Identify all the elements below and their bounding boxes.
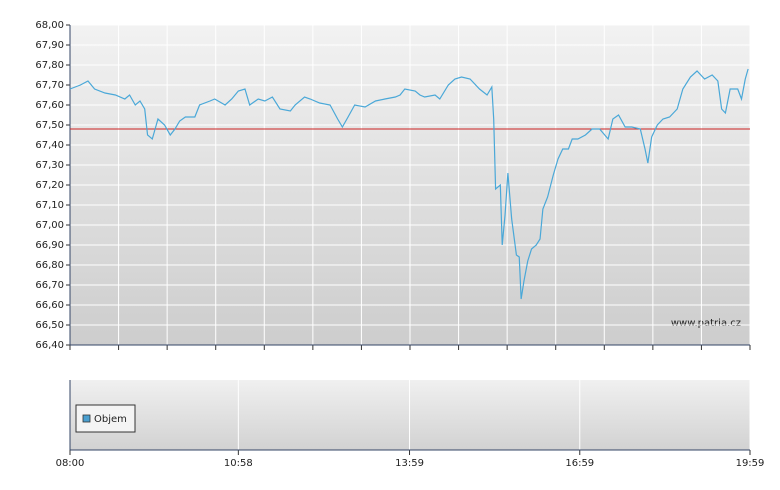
y-tick-label: 67,20 [35,180,64,191]
y-tick-label: 67,80 [35,60,64,71]
legend-swatch [82,414,91,423]
y-tick-label: 66,80 [35,260,64,271]
x-tick-label: 08:00 [56,458,85,469]
y-tick-label: 67,00 [35,220,64,231]
x-tick-label: 16:59 [565,458,594,469]
x-tick-label: 19:59 [736,458,765,469]
watermark: www.patria.cz [671,318,741,329]
y-tick-label: 67,60 [35,100,64,111]
y-tick-label: 67,30 [35,160,64,171]
y-tick-label: 67,70 [35,80,64,91]
legend-label: Objem [94,414,127,425]
price-line [69,68,749,300]
y-tick-label: 67,40 [35,140,64,151]
y-tick-label: 66,50 [35,320,64,331]
x-tick-label: 13:59 [395,458,424,469]
y-tick-label: 67,90 [35,40,64,51]
y-tick-label: 67,50 [35,120,64,131]
y-tick-label: 66,40 [35,340,64,351]
x-tick-label: 10:58 [224,458,253,469]
y-tick-label: 66,60 [35,300,64,311]
y-tick-label: 66,90 [35,240,64,251]
y-tick-label: 66,70 [35,280,64,291]
y-tick-label: 68,00 [35,20,64,31]
y-tick-label: 67,10 [35,200,64,211]
